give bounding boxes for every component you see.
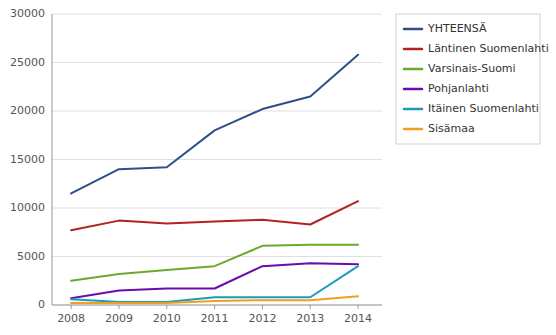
legend-swatch: [404, 88, 422, 91]
grid-line: [52, 256, 382, 257]
y-tick-label: 10000: [10, 201, 45, 214]
x-tick-label: 2014: [344, 312, 372, 325]
legend-label: Sisämaa: [428, 122, 475, 135]
series-lines: [71, 55, 358, 303]
grid-line: [52, 159, 382, 160]
y-tick-label: 15000: [10, 153, 45, 166]
y-tick-label: 25000: [10, 56, 45, 69]
y-tick-label: 0: [38, 298, 45, 311]
grid-line: [52, 305, 382, 306]
x-tick-label: 2008: [57, 312, 85, 325]
legend-swatch: [404, 28, 422, 31]
legend-label: Itäinen Suomenlahti: [428, 102, 539, 115]
x-tick: [214, 305, 215, 309]
legend-label: Pohjanlahti: [428, 82, 489, 95]
legend-swatch: [404, 108, 422, 111]
chart-svg: 0 5000 10000 15000 20000 25000 30000 2008 2009 20…: [0, 0, 556, 335]
legend-swatch: [404, 48, 422, 51]
legend-label: YHTEENSÄ: [427, 22, 487, 35]
series-line: [71, 201, 358, 230]
axes: 0 5000 10000 15000 20000 25000 30000 2008 2009 20…: [10, 7, 382, 325]
x-tick: [166, 305, 167, 309]
series-line: [71, 296, 358, 303]
grid-line: [52, 62, 382, 63]
x-axis-line: [52, 305, 382, 306]
y-tick-label: 30000: [10, 7, 45, 20]
y-tick-label: 20000: [10, 104, 45, 117]
x-tick: [310, 305, 311, 309]
x-tick: [262, 305, 263, 309]
series-line: [71, 266, 358, 302]
y-axis-line: [52, 14, 53, 305]
legend-swatch: [404, 68, 422, 71]
grid: [52, 14, 382, 305]
legend-label: Läntinen Suomenlahti: [428, 42, 549, 55]
x-tick-label: 2010: [153, 312, 181, 325]
x-tick-label: 2012: [248, 312, 276, 325]
legend-frame: [396, 14, 540, 144]
x-tick-label: 2013: [296, 312, 324, 325]
grid-line: [52, 14, 382, 15]
chart-container: 0 5000 10000 15000 20000 25000 30000 2008 2009 20…: [0, 0, 556, 335]
y-tick-label: 5000: [17, 250, 45, 263]
x-tick: [71, 305, 72, 309]
series-line: [71, 55, 358, 194]
x-tick: [358, 305, 359, 309]
x-tick-label: 2009: [105, 312, 133, 325]
legend: YHTEENSÄ Läntinen Suomenlahti Varsinais-Su…: [396, 14, 549, 144]
x-tick: [118, 305, 119, 309]
grid-line: [52, 111, 382, 112]
x-tick-label: 2011: [201, 312, 229, 325]
legend-swatch: [404, 128, 422, 131]
grid-line: [52, 208, 382, 209]
legend-label: Varsinais-Suomi: [428, 62, 516, 75]
